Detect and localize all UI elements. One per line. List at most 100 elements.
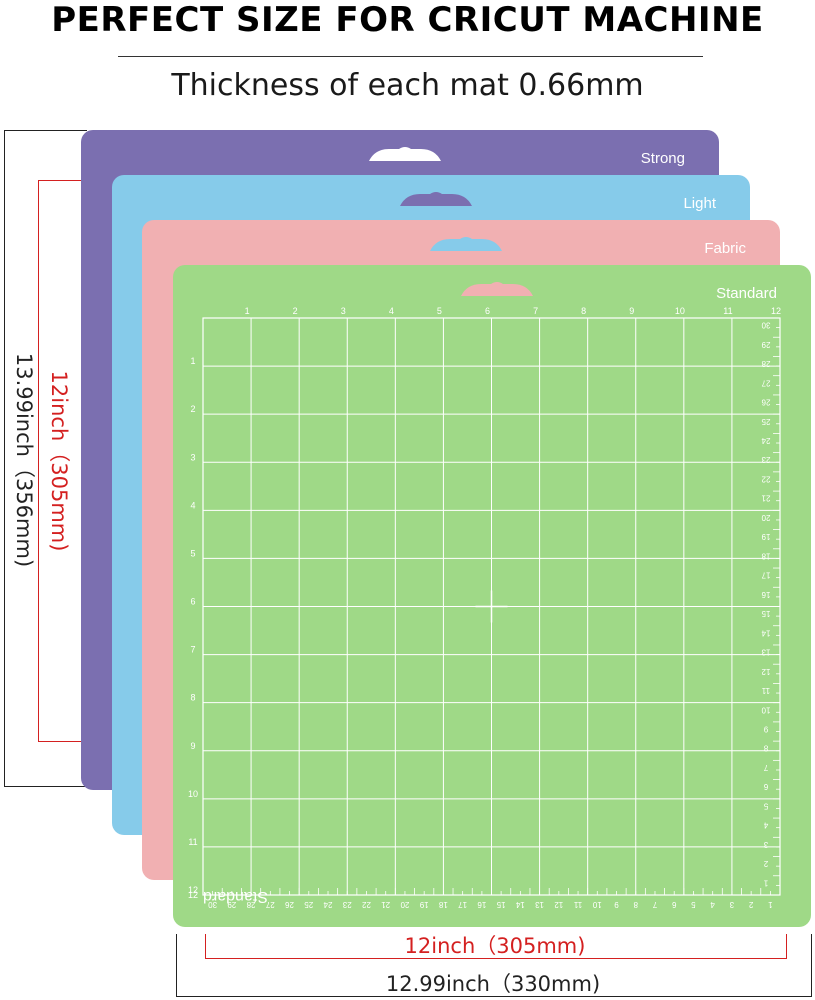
mat-label-fabric: Fabric xyxy=(704,240,746,257)
left-ruler-label: 11 xyxy=(188,837,197,847)
right-ruler-label: 17 xyxy=(761,571,770,580)
bottom-ruler-label: 8 xyxy=(633,900,638,909)
bottom-ruler-label: 19 xyxy=(419,900,428,909)
bottom-ruler-label: 10 xyxy=(592,900,601,909)
right-ruler-label: 3 xyxy=(763,840,768,849)
bottom-ruler-label: 22 xyxy=(361,900,370,909)
outer-width-bracket xyxy=(176,934,812,997)
bottom-ruler-label: 17 xyxy=(458,900,467,909)
top-ruler-label: 11 xyxy=(723,306,732,316)
right-ruler-label: 13 xyxy=(761,648,770,657)
left-ruler-label: 3 xyxy=(190,452,195,462)
right-ruler-label: 23 xyxy=(761,455,770,464)
bottom-ruler-label: 5 xyxy=(691,900,696,909)
bottom-ruler-label: 29 xyxy=(227,900,236,909)
right-ruler-label: 15 xyxy=(761,609,770,618)
bottom-ruler-label: 15 xyxy=(496,900,505,909)
right-ruler-label: 21 xyxy=(761,494,770,503)
left-ruler-label: 2 xyxy=(190,404,195,414)
bottom-ruler-label: 3 xyxy=(729,900,734,909)
right-ruler-label: 8 xyxy=(763,744,768,753)
left-ruler-label: 12 xyxy=(188,890,198,900)
right-ruler-label: 6 xyxy=(763,782,768,791)
title-divider xyxy=(118,56,703,57)
top-ruler-label: 3 xyxy=(341,306,346,316)
bottom-ruler-label: 13 xyxy=(535,900,544,909)
mat-label-standard: Standard xyxy=(716,285,777,302)
left-ruler-label: 8 xyxy=(190,693,195,703)
bottom-ruler-label: 7 xyxy=(652,900,657,909)
right-ruler-label: 5 xyxy=(763,801,768,810)
right-ruler-label: 10 xyxy=(761,705,770,714)
right-ruler-label: 28 xyxy=(761,359,770,368)
right-ruler-label: 22 xyxy=(761,474,770,483)
top-ruler-label: 2 xyxy=(293,306,298,316)
bottom-ruler-label: 16 xyxy=(477,900,486,909)
thickness-subtitle: Thickness of each mat 0.66mm xyxy=(171,68,644,103)
bottom-ruler-label: 4 xyxy=(710,900,715,909)
right-ruler-label: 25 xyxy=(761,417,770,426)
bottom-ruler-label: 24 xyxy=(323,900,332,909)
right-ruler-label: 20 xyxy=(761,513,770,522)
top-ruler-label: 8 xyxy=(581,306,586,316)
bottom-ruler-label: 25 xyxy=(304,900,313,909)
cutting-grid: 1 2 3 4 5 6 7 8 9 10 11 121234567891011123029282726… xyxy=(188,306,781,909)
mat-label-strong: Strong xyxy=(640,150,685,167)
right-ruler-label: 18 xyxy=(761,551,770,560)
top-ruler-label: 5 xyxy=(437,306,442,316)
right-ruler-label: 14 xyxy=(761,628,770,637)
right-ruler-label: 11 xyxy=(761,686,770,695)
bottom-ruler-label: 9 xyxy=(614,900,619,909)
outer-height-bracket xyxy=(4,130,87,787)
left-ruler-label: 10 xyxy=(188,789,198,799)
top-ruler-label: 6 xyxy=(485,306,490,316)
top-ruler-label: 4 xyxy=(389,306,394,316)
left-ruler-label: 5 xyxy=(190,548,195,558)
page-title: PERFECT SIZE FOR CRICUT MACHINE xyxy=(51,0,764,40)
inner-height-label: 12inch（305mm) xyxy=(47,370,71,552)
outer-width-label: 12.99inch（330mm) xyxy=(385,972,601,996)
left-ruler-label: 7 xyxy=(190,645,195,655)
hanging-hole xyxy=(369,145,441,161)
top-ruler-label: 12 xyxy=(771,306,781,316)
right-ruler-label: 7 xyxy=(763,763,768,772)
top-ruler-label: 9 xyxy=(629,306,634,316)
right-ruler-label: 9 xyxy=(763,724,768,733)
right-ruler-label: 2 xyxy=(763,859,768,868)
top-ruler-label: 7 xyxy=(533,306,538,316)
bottom-ruler-label: 23 xyxy=(342,900,351,909)
standard-mat: Standard 1 2 3 4 5 6 7 8 9 10 11 12 1 2 3 4 5 6 7 8 9 10 11 12 3… xyxy=(173,265,811,927)
bottom-ruler-label: 20 xyxy=(400,900,409,909)
hanging-hole xyxy=(400,190,472,206)
inner-width-label: 12inch（305mm) xyxy=(404,934,586,958)
left-ruler-label: 4 xyxy=(190,500,195,510)
right-ruler-label: 12 xyxy=(761,667,770,676)
bottom-ruler-label: 12 xyxy=(554,900,563,909)
top-ruler-label: 10 xyxy=(675,306,685,316)
bottom-ruler-label: 2 xyxy=(748,900,753,909)
bottom-ruler-label: 26 xyxy=(285,900,294,909)
right-ruler-label: 27 xyxy=(761,378,770,387)
hanging-hole xyxy=(461,280,533,296)
right-ruler-label: 30 xyxy=(761,321,770,330)
bottom-ruler-label: 27 xyxy=(265,900,274,909)
left-ruler-label: 6 xyxy=(190,597,195,607)
mat-label-light: Light xyxy=(683,195,716,212)
bottom-ruler-label: 21 xyxy=(381,900,390,909)
right-ruler-label: 29 xyxy=(761,340,770,349)
hanging-hole xyxy=(430,235,502,251)
right-ruler-label: 26 xyxy=(761,398,770,407)
bottom-ruler-label: 28 xyxy=(246,900,255,909)
right-ruler-label: 16 xyxy=(761,590,770,599)
left-ruler-label: 1 xyxy=(190,356,195,366)
bottom-ruler-label: 30 xyxy=(208,900,217,909)
right-ruler-label: 24 xyxy=(761,436,770,445)
bottom-ruler-label: 14 xyxy=(515,900,524,909)
inner-width-bracket xyxy=(205,934,787,959)
right-ruler-label: 1 xyxy=(763,878,768,887)
bottom-ruler-label: 18 xyxy=(438,900,447,909)
inner-height-bracket xyxy=(38,180,111,742)
bottom-ruler-label: 1 xyxy=(768,900,773,909)
top-ruler-label: 1 xyxy=(245,306,250,316)
right-ruler-label: 4 xyxy=(763,821,768,830)
